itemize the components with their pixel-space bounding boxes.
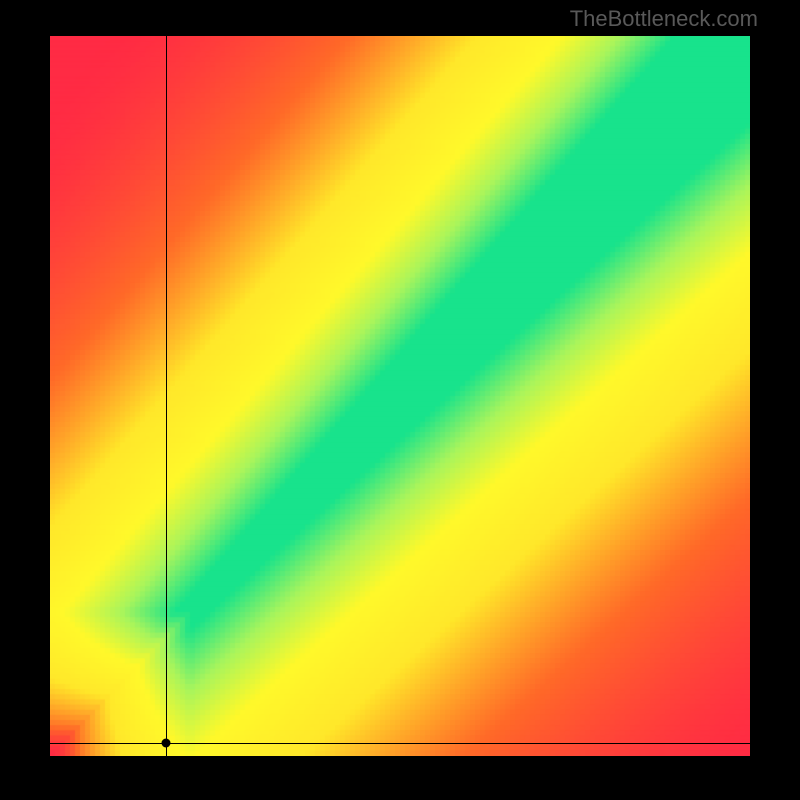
plot-area	[50, 36, 750, 756]
crosshair-horizontal	[50, 743, 750, 744]
crosshair-vertical	[166, 36, 167, 756]
watermark-text: TheBottleneck.com	[570, 6, 758, 32]
crosshair-marker-dot	[161, 739, 170, 748]
bottleneck-heatmap	[50, 36, 750, 756]
